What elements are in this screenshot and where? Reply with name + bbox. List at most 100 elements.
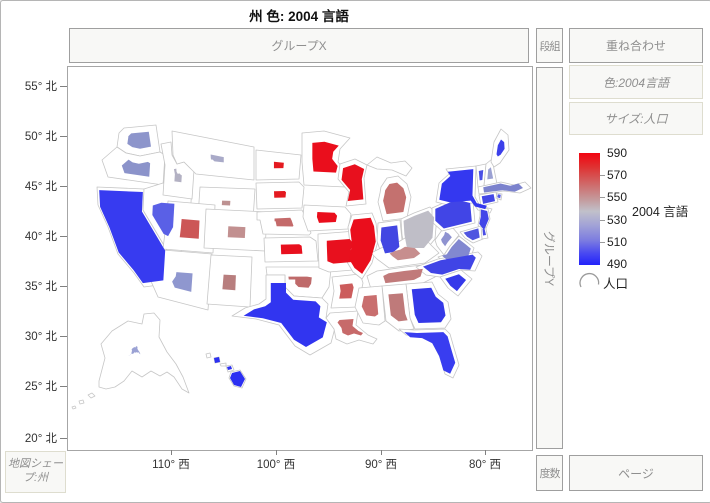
color-legend-tick-mark bbox=[600, 175, 605, 176]
state-marker-IA[interactable] bbox=[316, 211, 338, 223]
state-marker-NE[interactable] bbox=[274, 217, 294, 227]
state-marker-WA[interactable] bbox=[127, 131, 151, 149]
y-tick-mark bbox=[60, 136, 67, 137]
y-tick-label: 30° 北 bbox=[24, 331, 57, 343]
state-marker-AZ[interactable] bbox=[172, 272, 193, 292]
page-title: 州 色: 2004 言語 bbox=[249, 9, 349, 24]
x-tick-label: 80° 西 bbox=[468, 459, 502, 471]
state-marker-ID[interactable] bbox=[173, 168, 182, 183]
color-legend-tick-mark bbox=[600, 197, 605, 198]
drop-zone-group-y[interactable]: グループY bbox=[536, 67, 563, 449]
color-legend-tick-label: 570 bbox=[607, 168, 628, 182]
size-circle-icon bbox=[579, 273, 600, 288]
state-marker-NV[interactable] bbox=[152, 202, 175, 237]
state-marker-ME[interactable] bbox=[496, 139, 505, 157]
x-tick-mark bbox=[485, 450, 486, 455]
drop-zone-wrap[interactable]: 段組 bbox=[536, 28, 563, 63]
state-marker-PA[interactable] bbox=[435, 199, 472, 229]
x-tick-mark bbox=[381, 450, 382, 455]
drop-zone-color-label: 色:2004言語 bbox=[602, 75, 670, 90]
color-gradient-legend[interactable] bbox=[579, 153, 600, 265]
state-marker-MO[interactable] bbox=[326, 239, 355, 264]
drop-zone-overlay[interactable]: 重ね合わせ bbox=[569, 28, 703, 63]
state-marker-NH[interactable] bbox=[487, 167, 494, 180]
state-marker-OR[interactable] bbox=[121, 159, 151, 177]
state-marker-VA[interactable] bbox=[442, 239, 471, 260]
y-tick-label: 20° 北 bbox=[24, 433, 57, 445]
y-tick-label: 55° 北 bbox=[24, 81, 57, 93]
y-tick-label: 25° 北 bbox=[24, 381, 57, 393]
size-legend-label: 人口 bbox=[603, 277, 629, 291]
state-marker-MT[interactable] bbox=[210, 154, 224, 163]
state-marker-MN[interactable] bbox=[312, 141, 339, 173]
state-marker-MS[interactable] bbox=[361, 295, 379, 317]
drop-zone-group-x-label: グループX bbox=[271, 39, 327, 53]
drop-zone-size[interactable]: サイズ:人口 bbox=[569, 102, 703, 135]
drop-zone-group-x[interactable]: グループX bbox=[69, 28, 529, 63]
state-marker-NY[interactable] bbox=[439, 169, 487, 210]
y-tick-label: 40° 北 bbox=[24, 231, 57, 243]
state-marker-HI[interactable] bbox=[214, 357, 245, 387]
state-marker-AL[interactable] bbox=[388, 293, 408, 322]
y-tick-mark bbox=[60, 236, 67, 237]
color-legend-tick-label: 550 bbox=[607, 190, 628, 204]
x-tick-label: 90° 西 bbox=[364, 459, 398, 471]
drop-zone-size-label: サイズ:人口 bbox=[604, 112, 668, 126]
y-tick-mark bbox=[60, 186, 67, 187]
state-AK[interactable] bbox=[71, 312, 190, 410]
y-tick-mark bbox=[60, 336, 67, 337]
state-marker-MI[interactable] bbox=[383, 182, 407, 215]
y-tick-label: 45° 北 bbox=[24, 181, 57, 193]
drop-zone-map-shape[interactable]: 地図シェープ:州 bbox=[5, 451, 66, 493]
state-marker-SC[interactable] bbox=[445, 274, 467, 292]
state-marker-IN[interactable] bbox=[380, 225, 400, 254]
x-tick-mark bbox=[171, 450, 172, 455]
y-tick-mark bbox=[60, 86, 67, 87]
state-marker-MA[interactable] bbox=[483, 183, 523, 193]
state-marker-CA[interactable] bbox=[99, 190, 166, 284]
drop-zone-overlay-label: 重ね合わせ bbox=[605, 39, 666, 53]
state-marker-KS[interactable] bbox=[280, 244, 303, 255]
state-marker-FL[interactable] bbox=[404, 332, 456, 374]
state-marker-RI[interactable] bbox=[497, 194, 501, 199]
state-marker-CT[interactable] bbox=[481, 194, 495, 204]
color-legend-title: 2004 言語 bbox=[632, 205, 689, 219]
map-plot-area[interactable] bbox=[67, 66, 533, 451]
state-marker-CO[interactable] bbox=[227, 226, 246, 239]
state-marker-TX[interactable] bbox=[243, 283, 327, 347]
state-marker-WY[interactable] bbox=[221, 200, 231, 206]
drop-zone-wrap-label: 段組 bbox=[539, 40, 561, 53]
state-marker-LA[interactable] bbox=[337, 319, 364, 336]
state-marker-OH[interactable] bbox=[403, 210, 435, 248]
state-marker-MD[interactable] bbox=[463, 228, 480, 241]
state-marker-GA[interactable] bbox=[411, 287, 446, 323]
state-marker-NJ[interactable] bbox=[479, 209, 489, 231]
color-legend-tick-label: 490 bbox=[607, 257, 628, 271]
drop-zone-color[interactable]: 色:2004言語 bbox=[569, 65, 703, 99]
state-marker-IL[interactable] bbox=[349, 217, 376, 274]
x-tick-mark bbox=[276, 450, 277, 455]
state-marker-OK[interactable] bbox=[288, 276, 312, 288]
state-marker-AK[interactable] bbox=[128, 346, 141, 356]
drop-zone-freq[interactable]: 度数 bbox=[536, 455, 563, 491]
color-legend-tick-label: 510 bbox=[607, 235, 628, 249]
state-marker-DE[interactable] bbox=[482, 228, 487, 236]
state-marker-KY[interactable] bbox=[389, 246, 421, 261]
state-marker-NC[interactable] bbox=[423, 254, 476, 275]
y-tick-mark bbox=[60, 386, 67, 387]
state-marker-AR[interactable] bbox=[339, 283, 354, 299]
drop-zone-page-label: ページ bbox=[618, 466, 654, 481]
state-marker-VT[interactable] bbox=[478, 170, 484, 181]
state-marker-SD[interactable] bbox=[274, 191, 286, 198]
state-marker-TN[interactable] bbox=[383, 268, 423, 284]
state-marker-ND[interactable] bbox=[273, 161, 284, 169]
state-marker-WI[interactable] bbox=[341, 164, 365, 201]
state-marker-UT[interactable] bbox=[179, 218, 200, 239]
y-tick-mark bbox=[60, 286, 67, 287]
drop-zone-map-shape-label: 地図シェープ:州 bbox=[8, 458, 63, 484]
drop-zone-page[interactable]: ページ bbox=[569, 455, 703, 491]
x-tick-label: 100° 西 bbox=[256, 459, 296, 471]
state-marker-NM[interactable] bbox=[222, 274, 236, 291]
state-marker-WV[interactable] bbox=[441, 231, 452, 247]
y-tick-label: 50° 北 bbox=[24, 131, 57, 143]
